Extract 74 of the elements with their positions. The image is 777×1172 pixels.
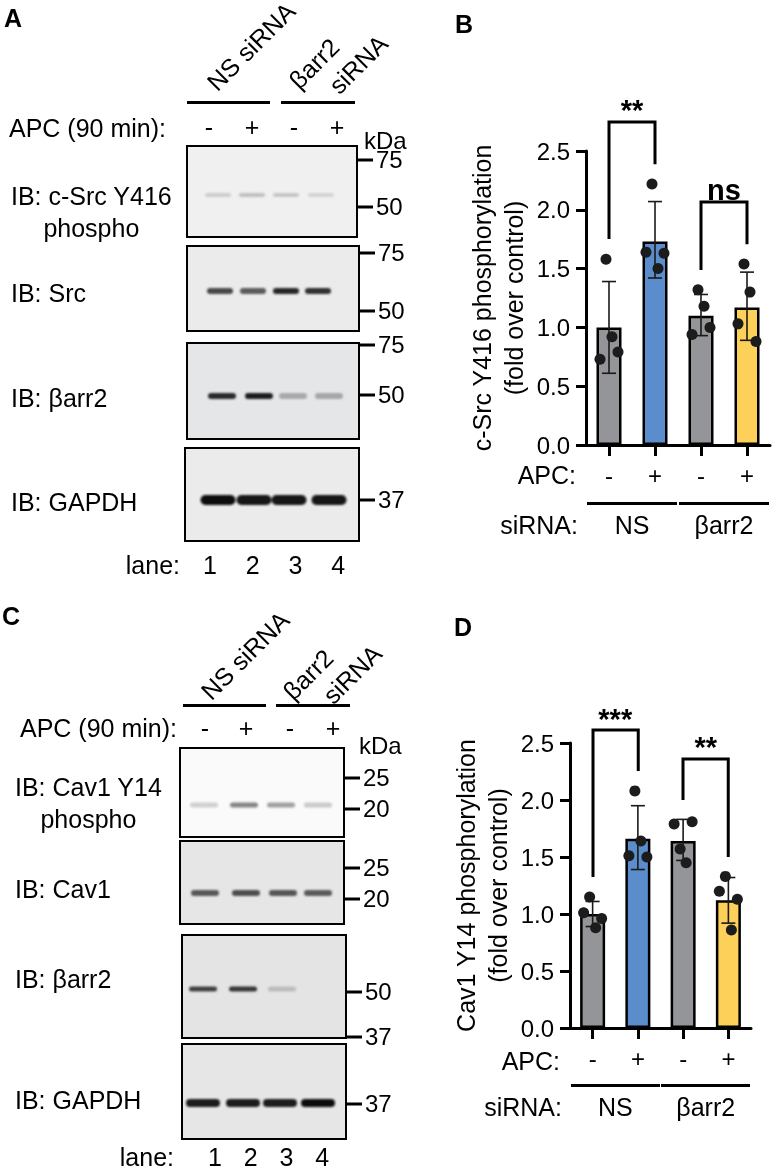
text: -	[200, 714, 210, 742]
y-tick-label: 0.5	[536, 372, 570, 400]
y-tick-label: 1.0	[536, 313, 570, 341]
text: IB: βarr2	[15, 964, 112, 995]
text: 50	[365, 978, 392, 1005]
text: +	[325, 714, 341, 742]
chart-title: B	[455, 9, 474, 38]
text: 50	[378, 381, 405, 408]
text: ***	[598, 702, 633, 735]
text: IB: Cav1	[15, 874, 111, 905]
text: +	[244, 113, 260, 141]
text: A	[4, 4, 23, 32]
text: IB: Cav1 Y14 phospho	[15, 772, 162, 835]
x-tick-label: +	[647, 461, 663, 489]
y-tick-label: 1.5	[536, 255, 570, 283]
text: siRNA:	[500, 511, 578, 539]
text: NS	[597, 1093, 633, 1121]
text: C	[2, 602, 21, 630]
annotation: **	[694, 731, 718, 764]
text: +	[329, 113, 345, 141]
text: kDa	[359, 732, 402, 759]
x-axis-title: APC:	[501, 1047, 560, 1075]
text: APC (90 min):	[9, 114, 166, 142]
y-tick-label: 0.0	[520, 1014, 554, 1042]
text: 50	[378, 297, 405, 324]
x-tick-label: -	[697, 461, 705, 489]
text: lane:	[119, 1143, 174, 1171]
text: IB: GAPDH	[11, 487, 138, 518]
text: +	[238, 714, 254, 742]
x-tick-label: +	[630, 1044, 645, 1072]
y-axis-title: Cav1 Y14 phosphorylation (fold over control)	[452, 739, 512, 1032]
text: 25	[363, 854, 390, 881]
x-tick-label: +	[721, 1044, 736, 1072]
text: 20	[363, 795, 390, 822]
x-axis-title: APC:	[517, 461, 576, 489]
text: siRNA:	[484, 1093, 562, 1121]
y-tick-label: 1.5	[520, 843, 554, 871]
text: 25	[363, 764, 390, 791]
text: 50	[376, 193, 403, 220]
y-axis-title: c-Src Y416 phosphorylation (fold over control)	[468, 144, 528, 452]
text: 20	[363, 885, 390, 912]
text: IB: Src	[11, 278, 87, 309]
x-tick-label: -	[588, 1044, 597, 1072]
text: βarr2	[676, 1093, 736, 1121]
x-tick-label: -	[679, 1044, 688, 1072]
text: 37	[378, 486, 405, 513]
y-tick-label: 2.0	[520, 786, 554, 814]
y-tick-label: 2.5	[536, 137, 570, 165]
y-tick-label: 2.0	[536, 196, 570, 224]
y-tick-label: 1.0	[520, 900, 554, 928]
annotation: ns	[707, 174, 741, 207]
text: βarr2	[694, 511, 754, 539]
text: -	[285, 714, 295, 742]
text: 75	[378, 331, 405, 358]
text: 37	[365, 1090, 392, 1117]
text: 1 2 3 4	[203, 551, 346, 579]
text: APC (90 min):	[20, 714, 177, 742]
text: 37	[365, 1023, 392, 1050]
text: lane:	[125, 551, 180, 579]
text: IB: c-Src Y416 phospho	[11, 181, 172, 244]
text: 75	[378, 239, 405, 266]
text: NS	[614, 511, 650, 539]
x-tick-label: +	[739, 461, 755, 489]
y-tick-label: 0.0	[536, 431, 570, 459]
text: 1 2 3 4	[208, 1143, 330, 1171]
text: IB: GAPDH	[15, 1085, 142, 1116]
text: IB: βarr2	[11, 383, 108, 414]
text: **	[620, 94, 644, 127]
chart-title: D	[454, 612, 473, 641]
text: -	[204, 113, 214, 141]
y-tick-label: 2.5	[520, 729, 554, 757]
y-tick-label: 0.5	[520, 957, 554, 985]
x-tick-label: -	[605, 461, 613, 489]
text: -	[289, 113, 299, 141]
